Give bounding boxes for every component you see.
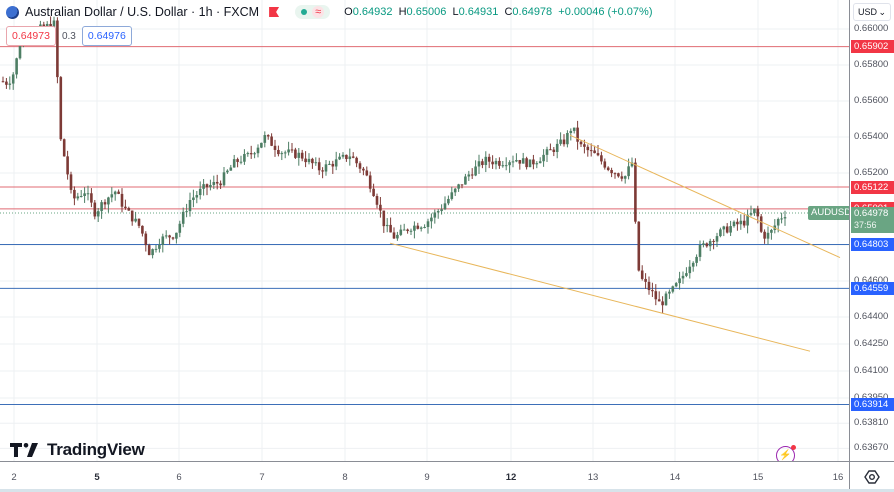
level-tag-0.64803: 0.64803 <box>851 237 894 251</box>
time-tick: 6 <box>176 472 182 483</box>
price-tick: 0.65400 <box>854 131 889 142</box>
time-tick: 16 <box>832 472 844 483</box>
time-tick: 5 <box>94 472 100 483</box>
price-tick: 0.63950 <box>854 392 888 403</box>
symbol-line-tag: AUDUSD <box>808 206 855 220</box>
spread-value: 0.3 <box>61 30 76 42</box>
market-status-pill[interactable]: ≈ <box>295 5 331 19</box>
price-tick: 0.65200 <box>854 167 889 178</box>
high-value: 0.65006 <box>406 6 447 18</box>
time-tick: 2 <box>11 472 17 483</box>
price-tick: 0.64600 <box>854 275 889 286</box>
quote-row: 0.64973 0.3 0.64976 <box>6 26 132 46</box>
bottom-border <box>0 489 894 492</box>
chart-plot-area[interactable] <box>0 0 849 461</box>
sell-button[interactable]: 0.64973 <box>6 26 56 46</box>
price-tick: 0.64250 <box>854 338 889 349</box>
price-tick: 0.63670 <box>854 442 889 454</box>
price-axis[interactable]: USD ⌄ 0.66000 0.65800 0.65600 0.65400 0.6520… <box>849 0 894 461</box>
low-value: 0.64931 <box>458 6 499 18</box>
time-tick: 15 <box>752 472 764 483</box>
gear-icon <box>864 470 880 484</box>
time-tick: 12 <box>505 472 517 483</box>
tradingview-watermark[interactable]: TradingView <box>10 440 145 460</box>
symbol-title[interactable]: Australian Dollar / U.S. Dollar · 1h · F… <box>25 5 260 19</box>
time-tick: 9 <box>424 472 430 483</box>
change-value: +0.00046 (+0.07%) <box>558 6 653 18</box>
australia-flag-icon <box>6 5 19 19</box>
flag-mark-icon[interactable] <box>269 7 280 17</box>
close-value: 0.64978 <box>512 6 553 18</box>
buy-button[interactable]: 0.64976 <box>81 26 132 46</box>
chart-settings-button[interactable] <box>849 461 894 492</box>
price-tick: 0.64400 <box>854 311 889 322</box>
time-tick: 14 <box>669 472 681 483</box>
data-delay-icon: ≈ <box>312 6 325 18</box>
bar-countdown: 37:56 <box>854 219 877 230</box>
price-tick: 0.65600 <box>854 95 889 106</box>
price-tick: 0.65800 <box>854 59 889 70</box>
price-tick: 0.64100 <box>854 365 889 376</box>
tradingview-logo-icon <box>10 443 38 457</box>
level-tag-0.65902: 0.65902 <box>851 40 894 54</box>
candlestick-chart[interactable] <box>0 0 849 461</box>
market-open-dot-icon <box>301 9 308 15</box>
open-value: 0.64932 <box>352 6 393 18</box>
last-price-tag: 0.64978 37:56 <box>851 206 894 233</box>
time-tick: 8 <box>342 472 348 483</box>
time-tick: 13 <box>587 472 599 483</box>
ohlc-values: O0.64932 H0.65006 L0.64931 C0.64978 +0.0… <box>344 6 653 18</box>
time-tick: 7 <box>259 472 265 483</box>
level-tag-0.63914: 0.63914 <box>851 397 894 411</box>
chevron-down-icon: ⌄ <box>878 6 886 17</box>
currency-select[interactable]: USD ⌄ <box>853 3 891 21</box>
symbol-legend: Australian Dollar / U.S. Dollar · 1h · F… <box>6 5 652 19</box>
price-tick: 0.63810 <box>854 417 889 429</box>
level-tag-0.65122: 0.65122 <box>851 180 894 194</box>
level-tag-0.64559: 0.64559 <box>851 281 894 295</box>
price-tick: 0.66000 <box>854 23 889 34</box>
time-axis[interactable]: 2 5 6 7 8 9 12 13 14 15 16 <box>0 461 849 492</box>
